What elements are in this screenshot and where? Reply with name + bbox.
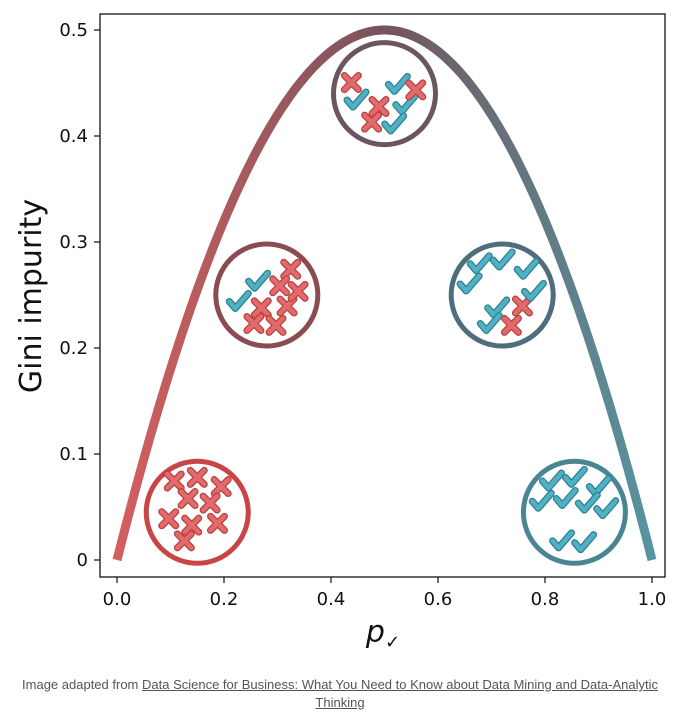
- check-icon: [343, 88, 370, 111]
- x-tick-label: 0.4: [317, 589, 346, 610]
- check-icon: [528, 489, 555, 512]
- check-icon: [384, 72, 411, 95]
- check-icon: [392, 93, 419, 116]
- cross-icon: [511, 295, 533, 317]
- cross-icon: [158, 508, 180, 530]
- check-icon: [571, 531, 598, 554]
- check-icon: [476, 312, 503, 335]
- cross-icon: [287, 280, 309, 302]
- check-icon: [561, 465, 588, 488]
- cross-icon: [206, 512, 228, 534]
- x-axis-ticks: 0.0 0.2 0.4 0.6 0.8 1.0: [103, 577, 667, 610]
- gini-chart: 0.0 0.2 0.4 0.6 0.8 1.0 0 0.1 0.2 0.3 0.4 0.5 Gini…: [14, 13, 667, 653]
- cross-icon: [181, 514, 203, 536]
- cross-icon: [265, 314, 287, 336]
- x-axis-label-subscript: ✓: [385, 632, 400, 653]
- cross-icon: [177, 488, 199, 509]
- sample-circle: [213, 241, 321, 349]
- cross-icon: [340, 72, 362, 94]
- cross-icon: [269, 275, 291, 297]
- cross-icon: [368, 95, 390, 117]
- sample-circle: [331, 40, 438, 148]
- x-tick-label: 0.2: [210, 589, 239, 610]
- check-icon: [381, 112, 408, 135]
- x-axis-label: p✓: [365, 615, 400, 653]
- y-axis-ticks: 0 0.1 0.2 0.3 0.4 0.5: [59, 20, 100, 571]
- x-tick-label: 0.0: [103, 589, 132, 610]
- cross-icon: [243, 313, 265, 335]
- cross-icon: [199, 492, 221, 514]
- y-axis-label: Gini impurity: [14, 199, 49, 393]
- cross-icon: [210, 476, 232, 498]
- y-tick-label: 0.4: [59, 126, 88, 147]
- check-icon: [593, 497, 620, 520]
- check-icon: [574, 491, 601, 514]
- cross-icon: [361, 111, 383, 133]
- y-tick-label: 0.2: [59, 338, 88, 359]
- y-tick-label: 0: [77, 550, 88, 571]
- cross-icon: [173, 530, 195, 552]
- sample-circle: [520, 458, 628, 566]
- check-icon: [245, 269, 272, 292]
- check-icon: [549, 529, 576, 552]
- x-tick-label: 0.8: [531, 589, 560, 610]
- cross-icon: [280, 258, 302, 280]
- sample-circle: [143, 458, 251, 566]
- check-icon: [466, 252, 493, 275]
- check-icon: [456, 272, 483, 295]
- sample-circle-ring: [331, 40, 438, 148]
- cross-icon: [500, 314, 522, 336]
- check-icon: [520, 279, 547, 302]
- cross-icon: [186, 466, 208, 488]
- source-link[interactable]: Data Science for Business: What You Need…: [142, 677, 658, 710]
- x-tick-label: 0.6: [424, 589, 453, 610]
- cross-icon: [163, 470, 185, 492]
- x-axis-label-main: p: [365, 615, 385, 650]
- check-icon: [513, 257, 540, 280]
- sample-circle: [448, 241, 556, 349]
- y-tick-label: 0.5: [59, 20, 88, 41]
- plot-area-border: [99, 13, 666, 578]
- cross-icon: [250, 297, 272, 319]
- y-tick-label: 0.3: [59, 232, 88, 253]
- check-icon: [225, 289, 252, 312]
- x-tick-label: 1.0: [638, 589, 667, 610]
- check-icon: [484, 296, 511, 319]
- check-icon: [538, 469, 565, 492]
- y-tick-label: 0.1: [59, 444, 88, 465]
- axes-frame: [99, 13, 666, 578]
- check-icon: [552, 487, 579, 509]
- image-caption: Image adapted from Data Science for Busi…: [0, 676, 680, 712]
- sample-circles: [143, 40, 628, 566]
- gini-curve-line: [112, 25, 657, 562]
- caption-prefix: Image adapted from: [22, 677, 142, 692]
- cross-icon: [405, 79, 427, 101]
- check-icon: [489, 248, 516, 271]
